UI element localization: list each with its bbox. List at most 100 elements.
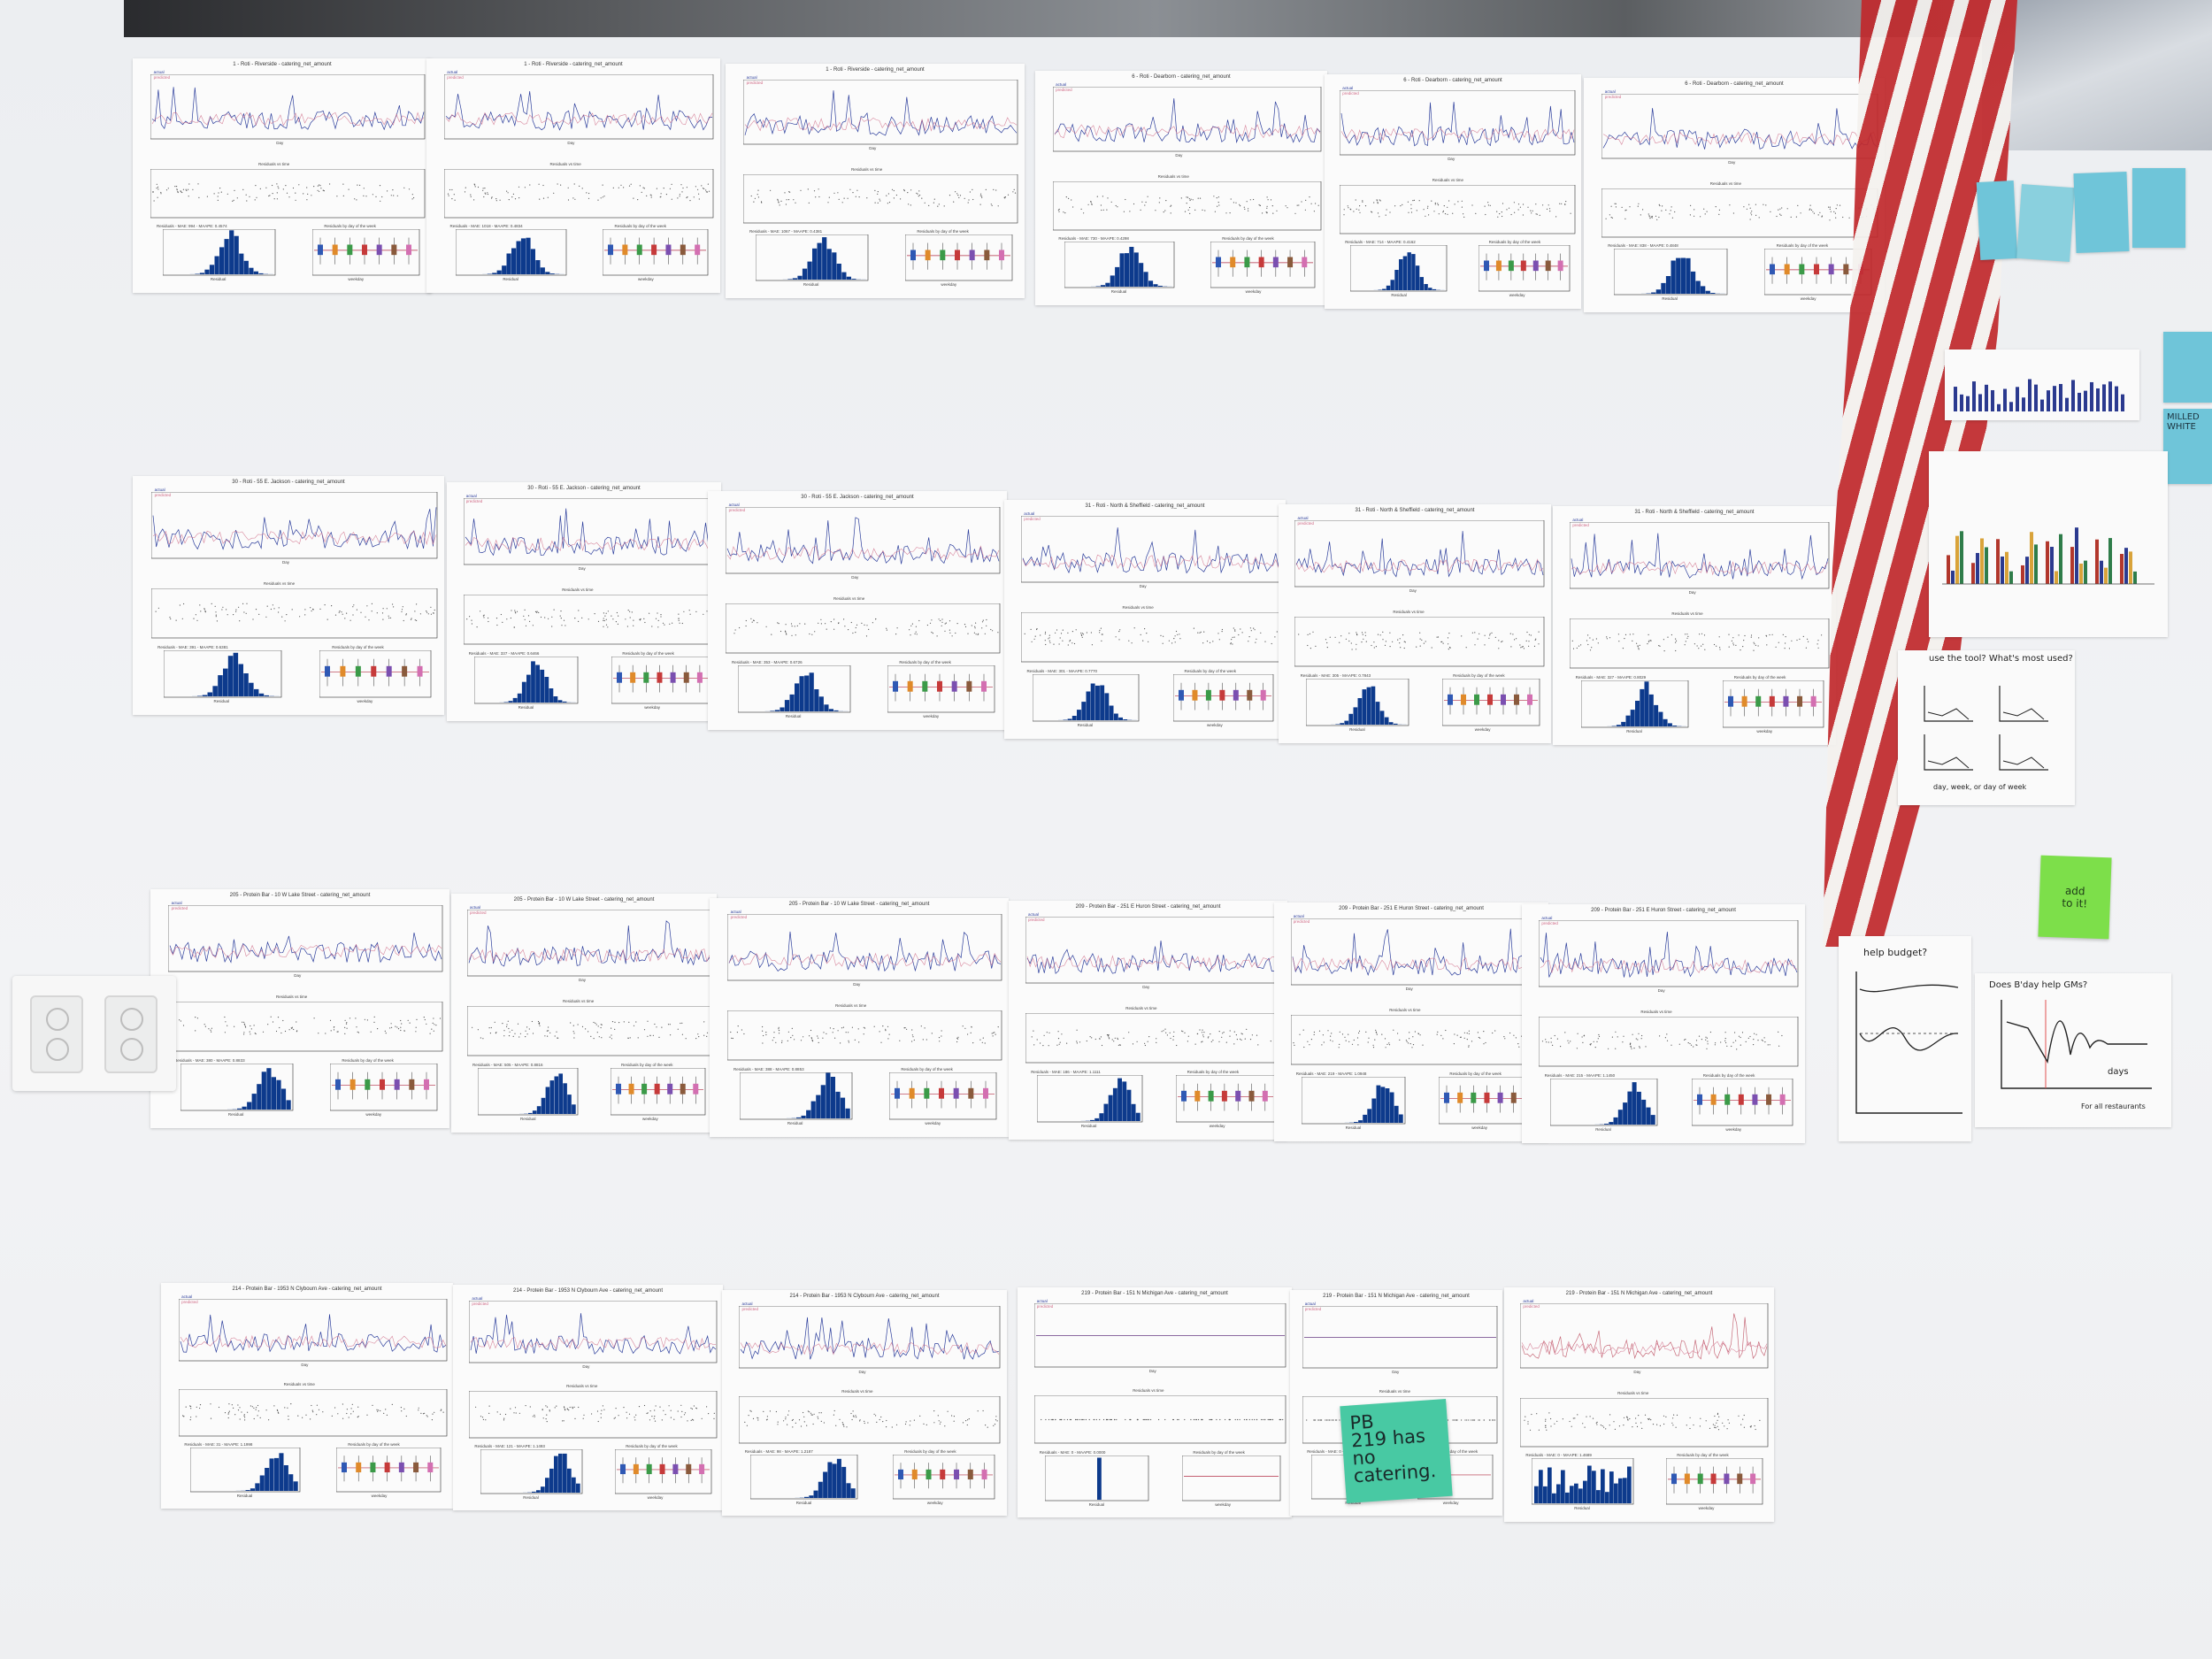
x-axis-weekday-label: weekday xyxy=(1474,727,1491,732)
residual-point xyxy=(1520,647,1522,649)
residual-point xyxy=(792,1426,794,1428)
residual-point xyxy=(1431,200,1432,202)
x-axis-weekday-label: weekday xyxy=(638,277,654,281)
residual-point xyxy=(848,629,849,631)
residual-point xyxy=(877,202,879,204)
histogram-bar xyxy=(196,695,203,696)
weekday-box xyxy=(620,1463,626,1475)
residual-point xyxy=(1372,1047,1375,1048)
residual-point xyxy=(185,1406,187,1408)
residual-point xyxy=(267,1024,269,1025)
residual-point xyxy=(1748,204,1750,205)
residual-point xyxy=(1397,639,1399,641)
strip-bar xyxy=(2059,383,2062,411)
histogram-bar xyxy=(1676,257,1681,294)
residual-point xyxy=(243,1415,245,1417)
axes xyxy=(1855,972,1962,1114)
residual-point xyxy=(1738,1035,1740,1037)
histogram-bar xyxy=(1103,1103,1109,1121)
residual-point xyxy=(470,194,472,196)
residual-point xyxy=(1829,206,1831,208)
histogram-bar xyxy=(1153,284,1158,287)
residual-point xyxy=(334,1407,336,1409)
residual-point xyxy=(1423,209,1425,211)
residual-point xyxy=(1686,637,1688,639)
weekday-box xyxy=(1471,1092,1477,1103)
weekday-box xyxy=(1671,1473,1677,1485)
histogram-bar xyxy=(1389,1092,1394,1123)
residuals-scatter xyxy=(1340,185,1576,234)
residual-point xyxy=(933,1422,935,1424)
histogram-bar xyxy=(1552,1493,1556,1503)
residual-point xyxy=(1594,1047,1596,1048)
residual-point xyxy=(903,188,905,191)
histogram-bar xyxy=(223,668,228,696)
residual-point xyxy=(227,1417,229,1419)
residual-point xyxy=(822,1037,824,1039)
histogram-bar xyxy=(1394,1105,1399,1123)
histogram-bar xyxy=(817,242,822,280)
residual-point xyxy=(518,197,520,199)
residual-point xyxy=(655,618,657,619)
residual-point xyxy=(1647,1418,1649,1420)
histogram-bar xyxy=(1380,1087,1386,1123)
residual-point xyxy=(766,1416,768,1417)
residual-point xyxy=(1123,1037,1125,1039)
weekday-box xyxy=(1219,689,1225,701)
weekday-box xyxy=(355,665,361,677)
residual-point xyxy=(1750,636,1752,638)
residual-point xyxy=(637,1037,639,1039)
residual-point xyxy=(695,611,697,612)
printout-title: 219 - Protein Bar - 151 N Michigan Ave -… xyxy=(1323,1294,1470,1299)
residual-point xyxy=(1489,1419,1491,1421)
residual-point xyxy=(222,606,224,608)
histogram-bar xyxy=(563,1083,567,1114)
histogram-bar xyxy=(549,273,555,274)
x-axis-day-label: Day xyxy=(1633,1370,1641,1374)
histogram-bar xyxy=(784,700,790,711)
histogram-bar xyxy=(1063,719,1068,720)
x-axis-residual-label: Residual xyxy=(785,714,802,718)
residual-point xyxy=(773,1032,775,1033)
weekday-box xyxy=(670,672,676,683)
residual-point xyxy=(213,193,215,195)
residual-histogram xyxy=(474,657,579,704)
residual-point xyxy=(529,1406,531,1408)
residual-point xyxy=(703,188,705,189)
strip-bar xyxy=(2102,384,2106,411)
grouped-bar xyxy=(1976,552,1979,584)
residual-point xyxy=(378,1409,380,1411)
residual-point xyxy=(1362,201,1363,203)
residual-point xyxy=(528,1028,530,1030)
residual-point xyxy=(1241,1033,1243,1035)
residual-point xyxy=(814,631,816,633)
residual-point xyxy=(235,611,237,612)
histogram-bar xyxy=(1651,292,1656,294)
residual-point xyxy=(291,609,293,611)
residual-point xyxy=(1625,209,1627,211)
histogram-bar xyxy=(1398,1114,1403,1123)
histogram-bar xyxy=(1399,259,1403,290)
residual-point xyxy=(928,204,930,206)
residual-point xyxy=(1757,1040,1759,1041)
residual-point xyxy=(655,1405,657,1407)
residual-point xyxy=(1514,639,1516,641)
residual-point xyxy=(1833,211,1835,212)
residual-point xyxy=(693,196,695,198)
histogram-bar xyxy=(576,1483,580,1493)
histogram-bar xyxy=(1384,717,1389,725)
residual-point xyxy=(503,1417,505,1419)
histogram-bar xyxy=(1081,702,1087,720)
residual-point xyxy=(1317,1419,1319,1421)
residual-point xyxy=(811,634,813,635)
residual-point xyxy=(531,1020,533,1023)
residual-point xyxy=(1240,1039,1242,1041)
residual-point xyxy=(643,1404,646,1407)
residual-point xyxy=(547,1035,549,1037)
histogram-bar xyxy=(1658,711,1663,726)
residual-point xyxy=(1781,1034,1783,1037)
residuals-scatter xyxy=(464,595,716,645)
residual-point xyxy=(551,616,553,618)
residual-point xyxy=(1210,1418,1211,1421)
histogram-bar xyxy=(1635,701,1640,726)
